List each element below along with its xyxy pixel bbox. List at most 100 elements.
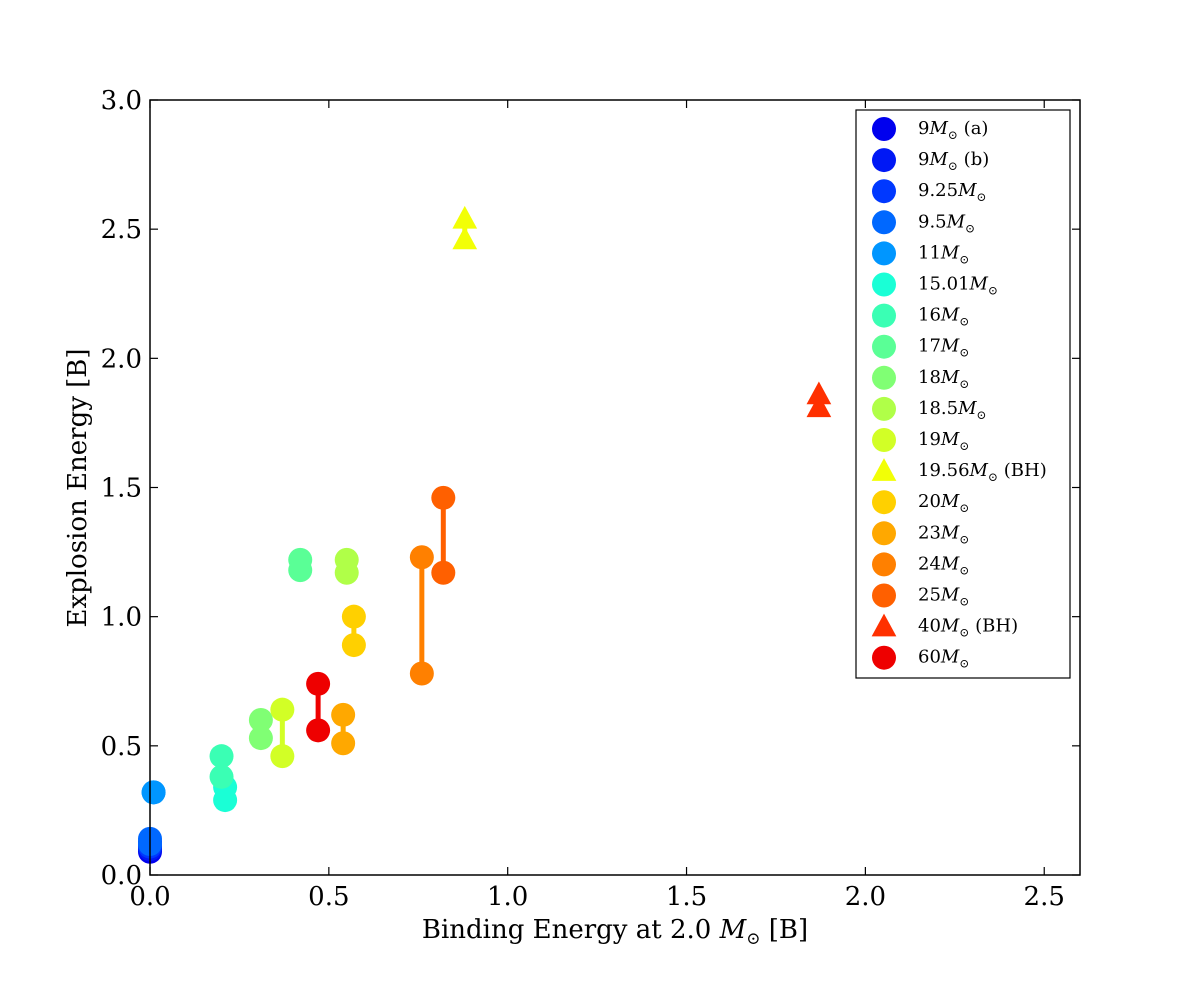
legend-label: 16M⊙ (918, 305, 969, 329)
legend-label: 60M⊙ (918, 647, 969, 671)
legend-marker (872, 490, 896, 515)
data-point (452, 205, 478, 229)
series-25m (431, 485, 456, 585)
y-tick-label: 1.0 (101, 603, 142, 633)
series-20m (341, 604, 366, 658)
legend-entry-19m: 19M⊙ (872, 428, 969, 453)
legend-marker (872, 396, 896, 421)
series-24m (409, 545, 434, 686)
legend-label: 23M⊙ (918, 522, 969, 546)
legend-entry-25m: 25M⊙ (872, 583, 969, 609)
data-point (209, 744, 234, 769)
x-tick-label: 1.5 (666, 882, 707, 912)
data-point (431, 560, 456, 585)
x-tick-label: 1.0 (487, 882, 528, 912)
legend-label: 20M⊙ (918, 491, 969, 515)
legend-entry-9p5m: 9.5M⊙ (872, 210, 975, 235)
legend-marker (872, 521, 896, 546)
data-point (288, 547, 313, 572)
legend-label: 24M⊙ (918, 553, 969, 577)
y-tick-label: 2.5 (101, 215, 142, 245)
legend-entry-24m: 24M⊙ (872, 552, 969, 577)
legend-marker (872, 210, 896, 235)
x-tick-label: 2.0 (845, 882, 886, 912)
ticks-layer: 0.0 0.5 1.0 1.5 2.0 2.5 0.0 0.5 1.0 1.5 2.0 2.5 3.0 (101, 86, 1080, 912)
legend-entry-18p5m: 18.5M⊙ (872, 396, 987, 422)
legend-marker (871, 613, 897, 637)
legend-label: 19.56M⊙ (BH) (918, 460, 1047, 484)
legend-marker (872, 334, 896, 359)
data-point (306, 718, 331, 743)
series-23m (331, 702, 356, 756)
data-point (306, 671, 331, 696)
data-point (270, 697, 295, 722)
legend-entry-9p25m: 9.25M⊙ (872, 179, 987, 204)
legend-marker (871, 458, 897, 481)
y-tick-label: 2.0 (101, 344, 142, 374)
legend-entry-17m: 17M⊙ (872, 334, 969, 360)
legend-label: 9M⊙ (b) (918, 149, 989, 173)
legend-entry-19p56m-bh: 19.56M⊙ (BH) (871, 458, 1047, 484)
legend-label: 40M⊙ (BH) (918, 616, 1018, 640)
y-tick-label: 1.5 (101, 474, 142, 504)
legend-label: 18.5M⊙ (918, 398, 987, 422)
data-point (334, 547, 359, 572)
data-point (209, 764, 234, 789)
legend-entry-16m: 16M⊙ (872, 303, 969, 329)
data-point (341, 633, 366, 658)
legend-entry-15p01m: 15.01M⊙ (872, 272, 998, 298)
legend-label: 18M⊙ (918, 367, 969, 391)
legend-entry-18m: 18M⊙ (872, 365, 969, 391)
series-19p56m-bh (452, 205, 478, 250)
legend-label: 11M⊙ (918, 242, 969, 266)
legend-marker (872, 583, 896, 608)
legend-marker (872, 645, 896, 670)
series-16m (209, 744, 234, 789)
series-layer (138, 205, 832, 864)
legend-marker (872, 303, 896, 328)
legend-entry-11m: 11M⊙ (872, 241, 969, 266)
data-point (331, 731, 356, 756)
y-tick-label: 3.0 (101, 86, 142, 116)
data-point (409, 545, 434, 570)
legend-label: 17M⊙ (918, 336, 969, 360)
legend-entry-20m: 20M⊙ (872, 490, 969, 515)
data-point (341, 604, 366, 629)
legend-marker (872, 552, 896, 577)
x-axis-label: Binding Energy at 2.0 M⊙ [B] (422, 915, 808, 949)
legend-entry-40m-bh: 40M⊙ (BH) (871, 613, 1018, 640)
legend-label: 19M⊙ (918, 429, 969, 453)
series-19m (270, 697, 295, 769)
legend-marker (872, 148, 896, 173)
data-point (806, 381, 832, 405)
legend-entry-9m-b: 9M⊙ (b) (872, 148, 989, 173)
x-tick-label: 0.0 (129, 882, 170, 912)
legend-label: 15.01M⊙ (918, 274, 998, 298)
legend: 9M⊙ (a) 9M⊙ (b) 9.25M⊙ 9.5M⊙ 11M⊙ 15.01M⊙ 16M⊙… (855, 109, 1071, 679)
series-60m (306, 671, 331, 743)
legend-label: 25M⊙ (918, 585, 969, 609)
data-point (452, 226, 478, 250)
legend-entry-23m: 23M⊙ (872, 521, 969, 546)
y-axis-label: Explosion Energy [B] (63, 348, 93, 627)
data-point (409, 661, 434, 686)
legend-box (855, 109, 1071, 679)
series-18p5m (334, 547, 359, 585)
series-11m (141, 780, 166, 805)
legend-entry-9m-a: 9M⊙ (a) (872, 117, 988, 142)
data-point (806, 394, 832, 418)
legend-entry-60m: 60M⊙ (872, 645, 969, 671)
data-point (431, 485, 456, 510)
legend-marker (872, 117, 896, 141)
legend-label: 9.5M⊙ (918, 211, 975, 235)
legend-label: 9M⊙ (a) (918, 118, 988, 142)
legend-marker (872, 365, 896, 390)
series-18m (248, 708, 273, 751)
series-17m (288, 547, 313, 583)
legend-marker (872, 272, 896, 297)
data-point (270, 744, 295, 769)
x-tick-label: 2.5 (1024, 882, 1065, 912)
data-point (248, 726, 273, 751)
data-point (331, 702, 356, 727)
